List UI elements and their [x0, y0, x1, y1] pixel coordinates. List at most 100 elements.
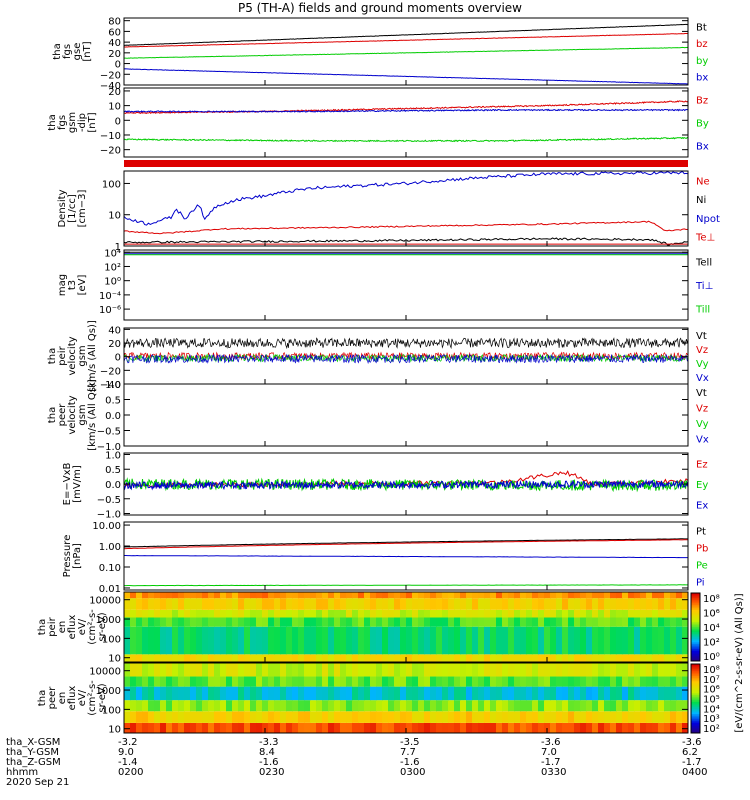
- colorbar-swatch: [691, 698, 700, 701]
- heatmap-cell-b1-c41: [370, 626, 377, 655]
- heatmap-cell-b2-c78: [592, 617, 599, 627]
- heatmap-cell-b2-c80: [604, 700, 611, 712]
- heatmap-cell-b3-c47: [406, 609, 413, 618]
- heatmap-cell-b1-c13: [202, 626, 209, 655]
- heatmap-cell-b2-c82: [616, 617, 623, 627]
- heatmap-cell-b3-c19: [238, 609, 245, 618]
- heatmap-cell-b0-c70: [544, 722, 551, 733]
- heatmap-cell-b3-c50: [424, 686, 431, 701]
- heatmap-cell-b5-c11: [190, 592, 197, 599]
- heatmap-cell-b3-c11: [190, 609, 197, 618]
- heatmap-cell-b5-c32: [316, 663, 323, 677]
- heatmap-cell-b5-c80: [604, 592, 611, 599]
- heatmap-cell-b1-c10: [184, 626, 191, 655]
- heatmap-cell-b3-c71: [550, 609, 557, 618]
- heatmap-cell-b2-c14: [208, 617, 215, 627]
- heatmap-cell-b1-c37: [346, 711, 353, 723]
- heatmap-cell-b2-c8: [172, 700, 179, 712]
- heatmap-cell-b2-c33: [322, 700, 329, 712]
- heatmap-cell-b2-c51: [430, 700, 437, 712]
- heatmap-cell-b5-c28: [292, 663, 299, 677]
- heatmap-cell-b1-c29: [298, 711, 305, 723]
- heatmap-cell-b1-c70: [544, 711, 551, 723]
- colorbar-swatch: [691, 705, 700, 708]
- heatmap-cell-b0-c15: [214, 654, 221, 662]
- ephemeris-label: hhmm: [6, 767, 38, 778]
- heatmap-cell-b2-c39: [358, 700, 365, 712]
- heatmap-cell-b2-c41: [370, 700, 377, 712]
- heatmap-cell-b4-c70: [544, 676, 551, 687]
- heatmap-cell-b1-c6: [160, 711, 167, 723]
- colorbar-tick-label: 10²: [703, 724, 720, 735]
- colorbar-swatch: [691, 693, 700, 696]
- heatmap-cell-b4-c23: [262, 676, 269, 687]
- heatmap-cell-b4-c18: [232, 598, 239, 610]
- heatmap-cell-b0-c24: [268, 722, 275, 733]
- heatmap-cell-b4-c45: [394, 676, 401, 687]
- heatmap-cell-b4-c82: [616, 598, 623, 610]
- heatmap-cell-b3-c83: [622, 686, 629, 701]
- ephemeris-label: tha_Y-GSM: [6, 747, 59, 758]
- y-axis-label-line: [eV]: [77, 275, 88, 296]
- heatmap-cell-b2-c38: [352, 700, 359, 712]
- heatmap-cell-b5-c7: [166, 663, 173, 677]
- heatmap-cell-b1-c17: [226, 711, 233, 723]
- heatmap-cell-b5-c65: [514, 663, 521, 677]
- heatmap-cell-b5-c85: [634, 592, 641, 599]
- heatmap-cell-b3-c59: [478, 686, 485, 701]
- heatmap-cell-b5-c8: [172, 592, 179, 599]
- heatmap-cell-b0-c4: [148, 722, 155, 733]
- y-gsm-value: 7.0: [541, 747, 557, 758]
- heatmap-cell-b5-c51: [430, 663, 437, 677]
- heatmap-cell-b1-c93: [682, 711, 688, 723]
- heatmap-cell-b4-c47: [406, 598, 413, 610]
- heatmap-cell-b5-c53: [442, 592, 449, 599]
- heatmap-cell-b3-c68: [532, 609, 539, 618]
- heatmap-cell-b0-c64: [508, 654, 515, 662]
- heatmap-cell-b4-c67: [526, 598, 533, 610]
- heatmap-cell-b1-c7: [166, 711, 173, 723]
- heatmap-cell-b4-c18: [232, 676, 239, 687]
- colorbar-tick-label: 10⁶: [703, 685, 720, 696]
- heatmap-cell-b5-c40: [364, 663, 371, 677]
- colorbar-swatch: [691, 674, 700, 677]
- heatmap-cell-b3-c73: [562, 686, 569, 701]
- series-line-Pb: [124, 539, 688, 550]
- legend-entry-bz: bz: [696, 39, 708, 50]
- heatmap-cell-b1-c28: [292, 626, 299, 655]
- heatmap-cell-b3-c43: [382, 686, 389, 701]
- heatmap-cell-b0-c28: [292, 722, 299, 733]
- heatmap-cell-b5-c71: [550, 663, 557, 677]
- heatmap-cell-b4-c92: [676, 676, 683, 687]
- heatmap-cell-b0-c6: [160, 654, 167, 662]
- heatmap-cell-b0-c50: [424, 722, 431, 733]
- heatmap-cell-b1-c15: [214, 626, 221, 655]
- legend-entry-Pe: Pe: [696, 561, 708, 572]
- heatmap-cell-b4-c3: [142, 676, 149, 687]
- heatmap-cell-b4-c4: [148, 676, 155, 687]
- heatmap-cell-b1-c5: [154, 626, 161, 655]
- heatmap-cell-b2-c61: [490, 617, 497, 627]
- y-axis-label: tha peer en eflux eV/(cm²-s-sr-eV): [37, 680, 108, 716]
- heatmap-cell-b5-c79: [598, 592, 605, 599]
- colorbar-swatch: [691, 633, 700, 636]
- heatmap-cell-b2-c36: [340, 700, 347, 712]
- heatmap-cell-b5-c14: [208, 663, 215, 677]
- heatmap-cell-b2-c1: [130, 700, 137, 712]
- heatmap-cell-b5-c9: [178, 592, 185, 599]
- heatmap-cell-b4-c48: [412, 676, 419, 687]
- z-gsm-value: -1.7: [682, 757, 702, 768]
- heatmap-cell-b5-c59: [478, 592, 485, 599]
- y-axis-label-line: [cm−3]: [77, 190, 88, 228]
- colorbar-swatch: [691, 616, 700, 619]
- heatmap-cell-b5-c82: [616, 663, 623, 677]
- heatmap-cell-b1-c45: [394, 626, 401, 655]
- ephemeris-label: 2020 Sep 21: [6, 777, 69, 788]
- heatmap-cell-b4-c47: [406, 676, 413, 687]
- heatmap-cell-b4-c5: [154, 598, 161, 610]
- y-axis-label-line: gsm: [77, 345, 88, 366]
- heatmap-cell-b3-c31: [310, 686, 317, 701]
- heatmap-cell-b0-c67: [526, 654, 533, 662]
- heatmap-cell-b0-c92: [676, 654, 683, 662]
- heatmap-cell-b2-c16: [220, 700, 227, 712]
